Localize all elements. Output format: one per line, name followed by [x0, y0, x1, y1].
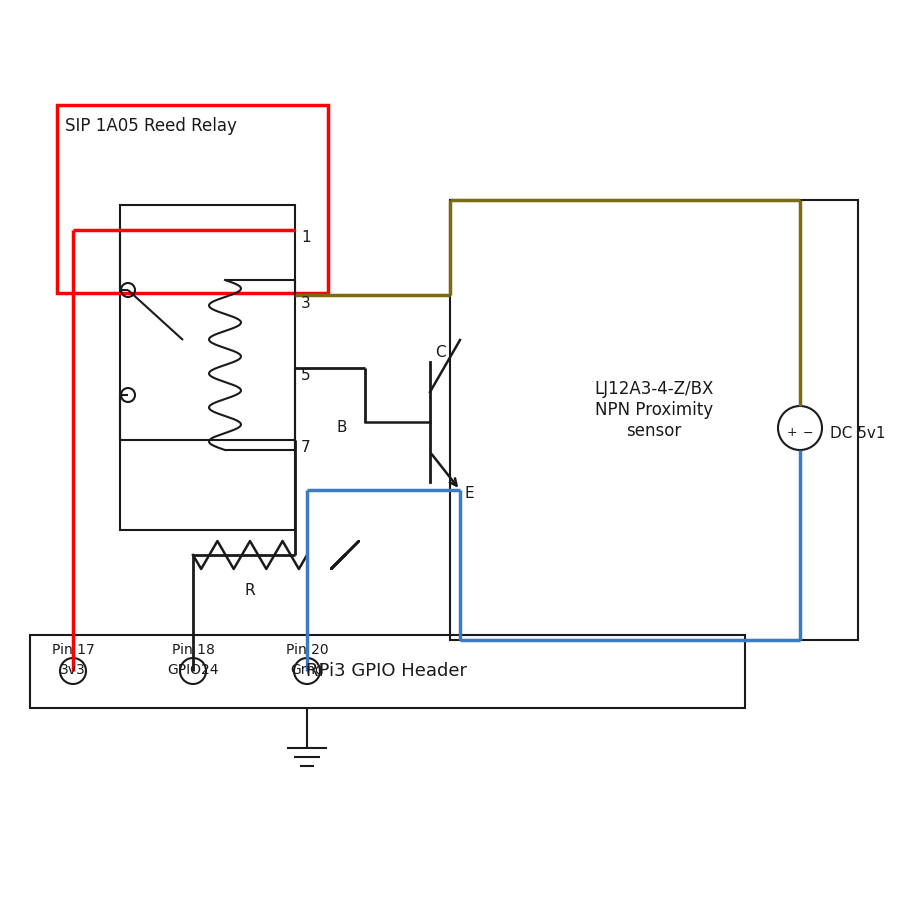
Bar: [450, 200, 858, 640]
Text: Grnd: Grnd: [290, 663, 324, 677]
Text: 3: 3: [301, 295, 310, 310]
Bar: [30, 635, 745, 708]
Text: LJ12A3-4-Z/BX
NPN Proximity
sensor: LJ12A3-4-Z/BX NPN Proximity sensor: [594, 380, 714, 440]
Text: DC 5v1: DC 5v1: [830, 426, 886, 440]
Text: −: −: [803, 427, 814, 439]
Text: 7: 7: [301, 440, 310, 455]
Text: Pin 20: Pin 20: [285, 643, 328, 657]
Text: Pin 18: Pin 18: [172, 643, 214, 657]
Text: 1: 1: [301, 230, 310, 246]
Text: 5: 5: [301, 368, 310, 383]
Text: RPi3 GPIO Header: RPi3 GPIO Header: [307, 662, 467, 680]
Text: GPIO24: GPIO24: [167, 663, 219, 677]
Text: SIP 1A05 Reed Relay: SIP 1A05 Reed Relay: [65, 117, 237, 135]
Text: E: E: [464, 486, 473, 501]
Text: B: B: [337, 420, 347, 436]
Bar: [120, 205, 295, 530]
Text: 3v3: 3v3: [60, 663, 86, 677]
Text: R: R: [245, 583, 256, 598]
Text: C: C: [435, 345, 446, 360]
Text: Pin 17: Pin 17: [51, 643, 94, 657]
Text: +: +: [787, 427, 797, 439]
Bar: [57, 105, 328, 293]
